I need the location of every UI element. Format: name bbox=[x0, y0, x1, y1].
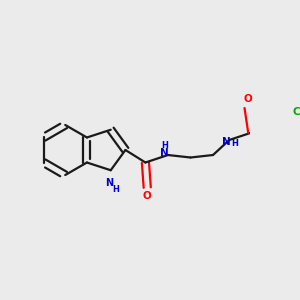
Text: H: H bbox=[161, 141, 168, 150]
Text: N: N bbox=[160, 148, 169, 158]
Text: N: N bbox=[222, 137, 231, 147]
Text: H: H bbox=[231, 139, 238, 148]
Text: H: H bbox=[112, 185, 119, 194]
Text: Cl: Cl bbox=[292, 106, 300, 117]
Text: O: O bbox=[143, 191, 152, 202]
Text: O: O bbox=[244, 94, 252, 103]
Text: N: N bbox=[105, 178, 113, 188]
